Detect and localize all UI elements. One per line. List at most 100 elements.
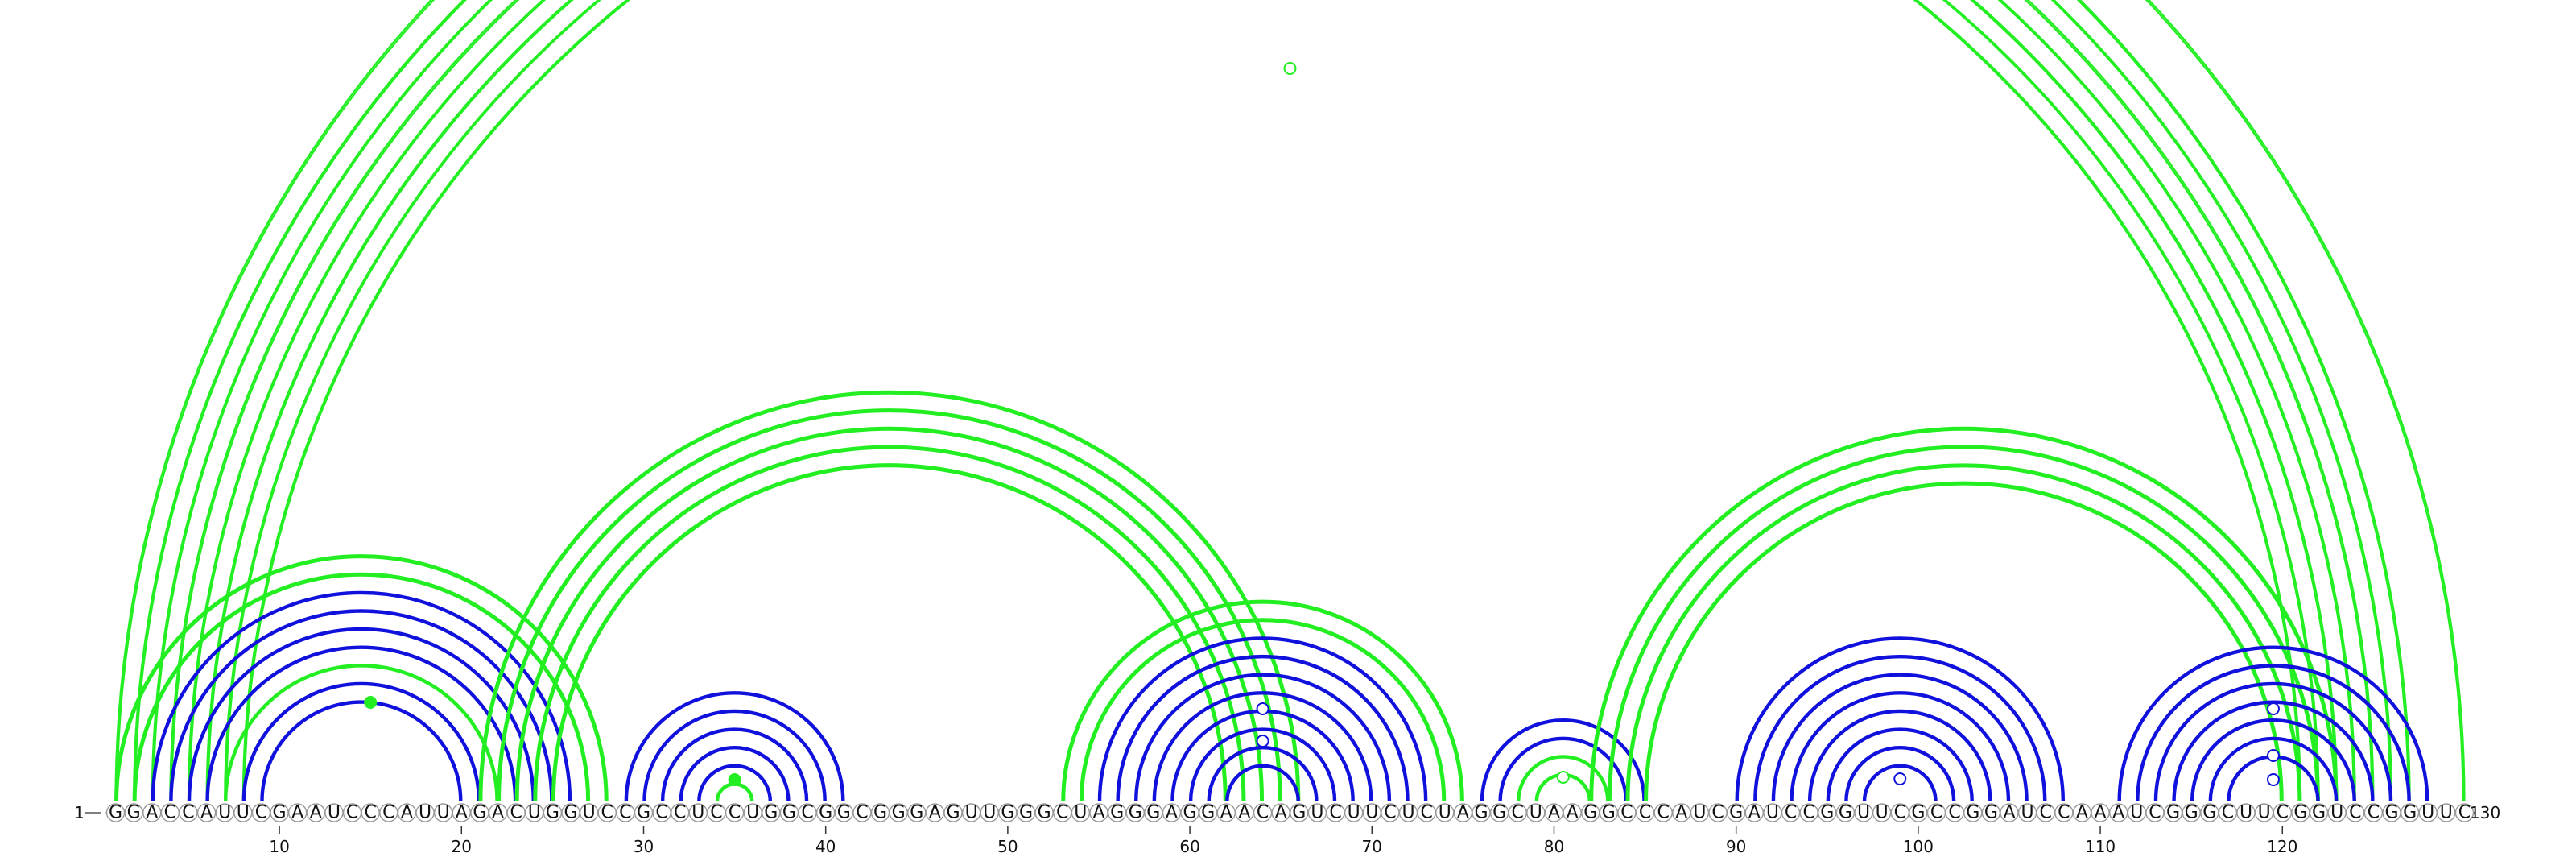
base-pair-arc bbox=[514, 426, 1265, 802]
base-pair-arc bbox=[1807, 709, 1992, 802]
nucleotide-letter: U bbox=[2330, 803, 2343, 823]
nucleotide-letter: A bbox=[2095, 803, 2107, 823]
nucleotide-letter: C bbox=[1785, 803, 1797, 823]
tick-label: 40 bbox=[815, 837, 836, 856]
nucleotide-letter: G bbox=[1292, 803, 1306, 823]
base-pair-arc bbox=[2137, 665, 2409, 802]
nucleotide-letter: A bbox=[291, 803, 303, 823]
nucleotide-letter: A bbox=[1675, 803, 1687, 823]
base-pair-arc bbox=[1826, 727, 1974, 802]
tick-label: 70 bbox=[1362, 837, 1382, 856]
base-pair-arc bbox=[1097, 636, 1428, 802]
base-pair-arc bbox=[243, 0, 2300, 802]
base-pair-arc bbox=[1080, 619, 1445, 802]
base-pair-arc bbox=[1591, 428, 2337, 802]
arc-marker bbox=[1283, 62, 1297, 75]
base-pair-arc bbox=[1809, 710, 1991, 802]
base-pair-arc bbox=[1735, 636, 2066, 802]
base-pair-arc bbox=[132, 572, 591, 802]
base-pair-arc bbox=[242, 681, 481, 802]
nucleotide-letter: U bbox=[1693, 803, 1706, 823]
nucleotide-letter: U bbox=[2421, 803, 2434, 823]
base-pair-arc bbox=[699, 765, 771, 802]
nucleotide-letter: G bbox=[2312, 803, 2326, 823]
base-pair-arc bbox=[1846, 747, 1955, 802]
base-pair-arc bbox=[114, 554, 609, 802]
nucleotide-letter: G bbox=[1038, 803, 1051, 823]
nucleotide-letter: U bbox=[965, 803, 978, 823]
nucleotide-letter: A bbox=[1238, 803, 1250, 823]
base-pair-arc bbox=[116, 0, 2464, 802]
base-pair-arc bbox=[1061, 599, 1464, 802]
nucleotide-letter: G bbox=[1474, 803, 1488, 823]
tick-label: 50 bbox=[997, 837, 1018, 856]
nucleotide-letter: C bbox=[601, 803, 613, 823]
nucleotide-letter: C bbox=[1420, 803, 1432, 823]
nucleotide-letter: C bbox=[1620, 803, 1633, 823]
arc-marker bbox=[2266, 749, 2280, 762]
nucleotide-letter: C bbox=[729, 803, 741, 823]
nucleotide-letter: A bbox=[1457, 803, 1469, 823]
nucleotide-letter: G bbox=[1146, 803, 1160, 823]
nucleotide-letter: A bbox=[1220, 803, 1232, 823]
base-pair-arc bbox=[1481, 720, 1645, 802]
nucleotide-letter: U bbox=[2258, 803, 2271, 823]
nucleotide-letter: G bbox=[946, 803, 960, 823]
nucleotide-letter: C bbox=[346, 803, 358, 823]
nucleotide-letter: U bbox=[1348, 803, 1360, 823]
arc-marker bbox=[364, 696, 378, 709]
base-pair-arc bbox=[225, 665, 497, 802]
base-pair-arc bbox=[660, 727, 809, 802]
base-pair-arc bbox=[1188, 727, 1337, 802]
nucleotide-letter: C bbox=[1329, 803, 1341, 823]
tick-label: 60 bbox=[1179, 837, 1199, 856]
nucleotide-letter: U bbox=[1766, 803, 1779, 823]
base-pair-arc bbox=[1736, 638, 2064, 802]
nucleotide-letter: A bbox=[1092, 803, 1104, 823]
nucleotide-letter: C bbox=[674, 803, 686, 823]
nucleotide-letter: A bbox=[1275, 803, 1287, 823]
base-pair-arc bbox=[1116, 654, 1410, 802]
base-pair-arc bbox=[151, 590, 572, 802]
nucleotide-circle bbox=[2454, 803, 2475, 822]
nucleotide-letter: U bbox=[1365, 803, 1378, 823]
base-pair-arc bbox=[134, 573, 589, 802]
nucleotide-letter: C bbox=[619, 803, 631, 823]
base-pair-arc bbox=[2117, 645, 2429, 802]
nucleotide-letter: G bbox=[273, 803, 287, 823]
nucleotide-letter: G bbox=[1911, 803, 1925, 823]
nucleotide-letter: U bbox=[583, 803, 596, 823]
base-pair-arc bbox=[644, 710, 825, 802]
nucleotide-letter: C bbox=[1930, 803, 1942, 823]
nucleotide-letter: G bbox=[910, 803, 923, 823]
nucleotide-letter: G bbox=[546, 803, 559, 823]
base-pair-arc bbox=[169, 0, 2375, 802]
nucleotide-letter: G bbox=[819, 803, 832, 823]
nucleotide-letter: G bbox=[892, 803, 906, 823]
base-pair-arc bbox=[1773, 674, 2027, 802]
base-pair-arc bbox=[151, 0, 2393, 802]
nucleotide-letter: G bbox=[109, 803, 122, 823]
base-pair-arc bbox=[2153, 681, 2393, 802]
nucleotide-letter: U bbox=[419, 803, 431, 823]
nucleotide-letter: C bbox=[1639, 803, 1651, 823]
base-pair-arc bbox=[1225, 764, 1300, 802]
nucleotide-letter: A bbox=[1548, 803, 1560, 823]
base-pair-arc bbox=[152, 0, 2392, 802]
base-pair-arc bbox=[1625, 463, 2302, 802]
arc-marker bbox=[1556, 771, 1570, 784]
nucleotide-letter: C bbox=[2277, 803, 2289, 823]
nucleotide-letter: G bbox=[473, 803, 486, 823]
base-pair-arc bbox=[133, 0, 2411, 802]
nucleotide-letter: U bbox=[1857, 803, 1870, 823]
nucleotide-letter: C bbox=[510, 803, 522, 823]
base-pair-arc bbox=[262, 702, 461, 802]
base-pair-arc bbox=[260, 700, 463, 802]
nucleotide-letter: A bbox=[200, 803, 213, 823]
base-pair-arc bbox=[187, 0, 2356, 802]
nucleotide-letter: U bbox=[1311, 803, 1323, 823]
nucleotide-letter: C bbox=[182, 803, 194, 823]
nucleotide-letter: C bbox=[2458, 803, 2471, 823]
nucleotide-letter: C bbox=[1948, 803, 1960, 823]
nucleotide-letter: G bbox=[2202, 803, 2216, 823]
